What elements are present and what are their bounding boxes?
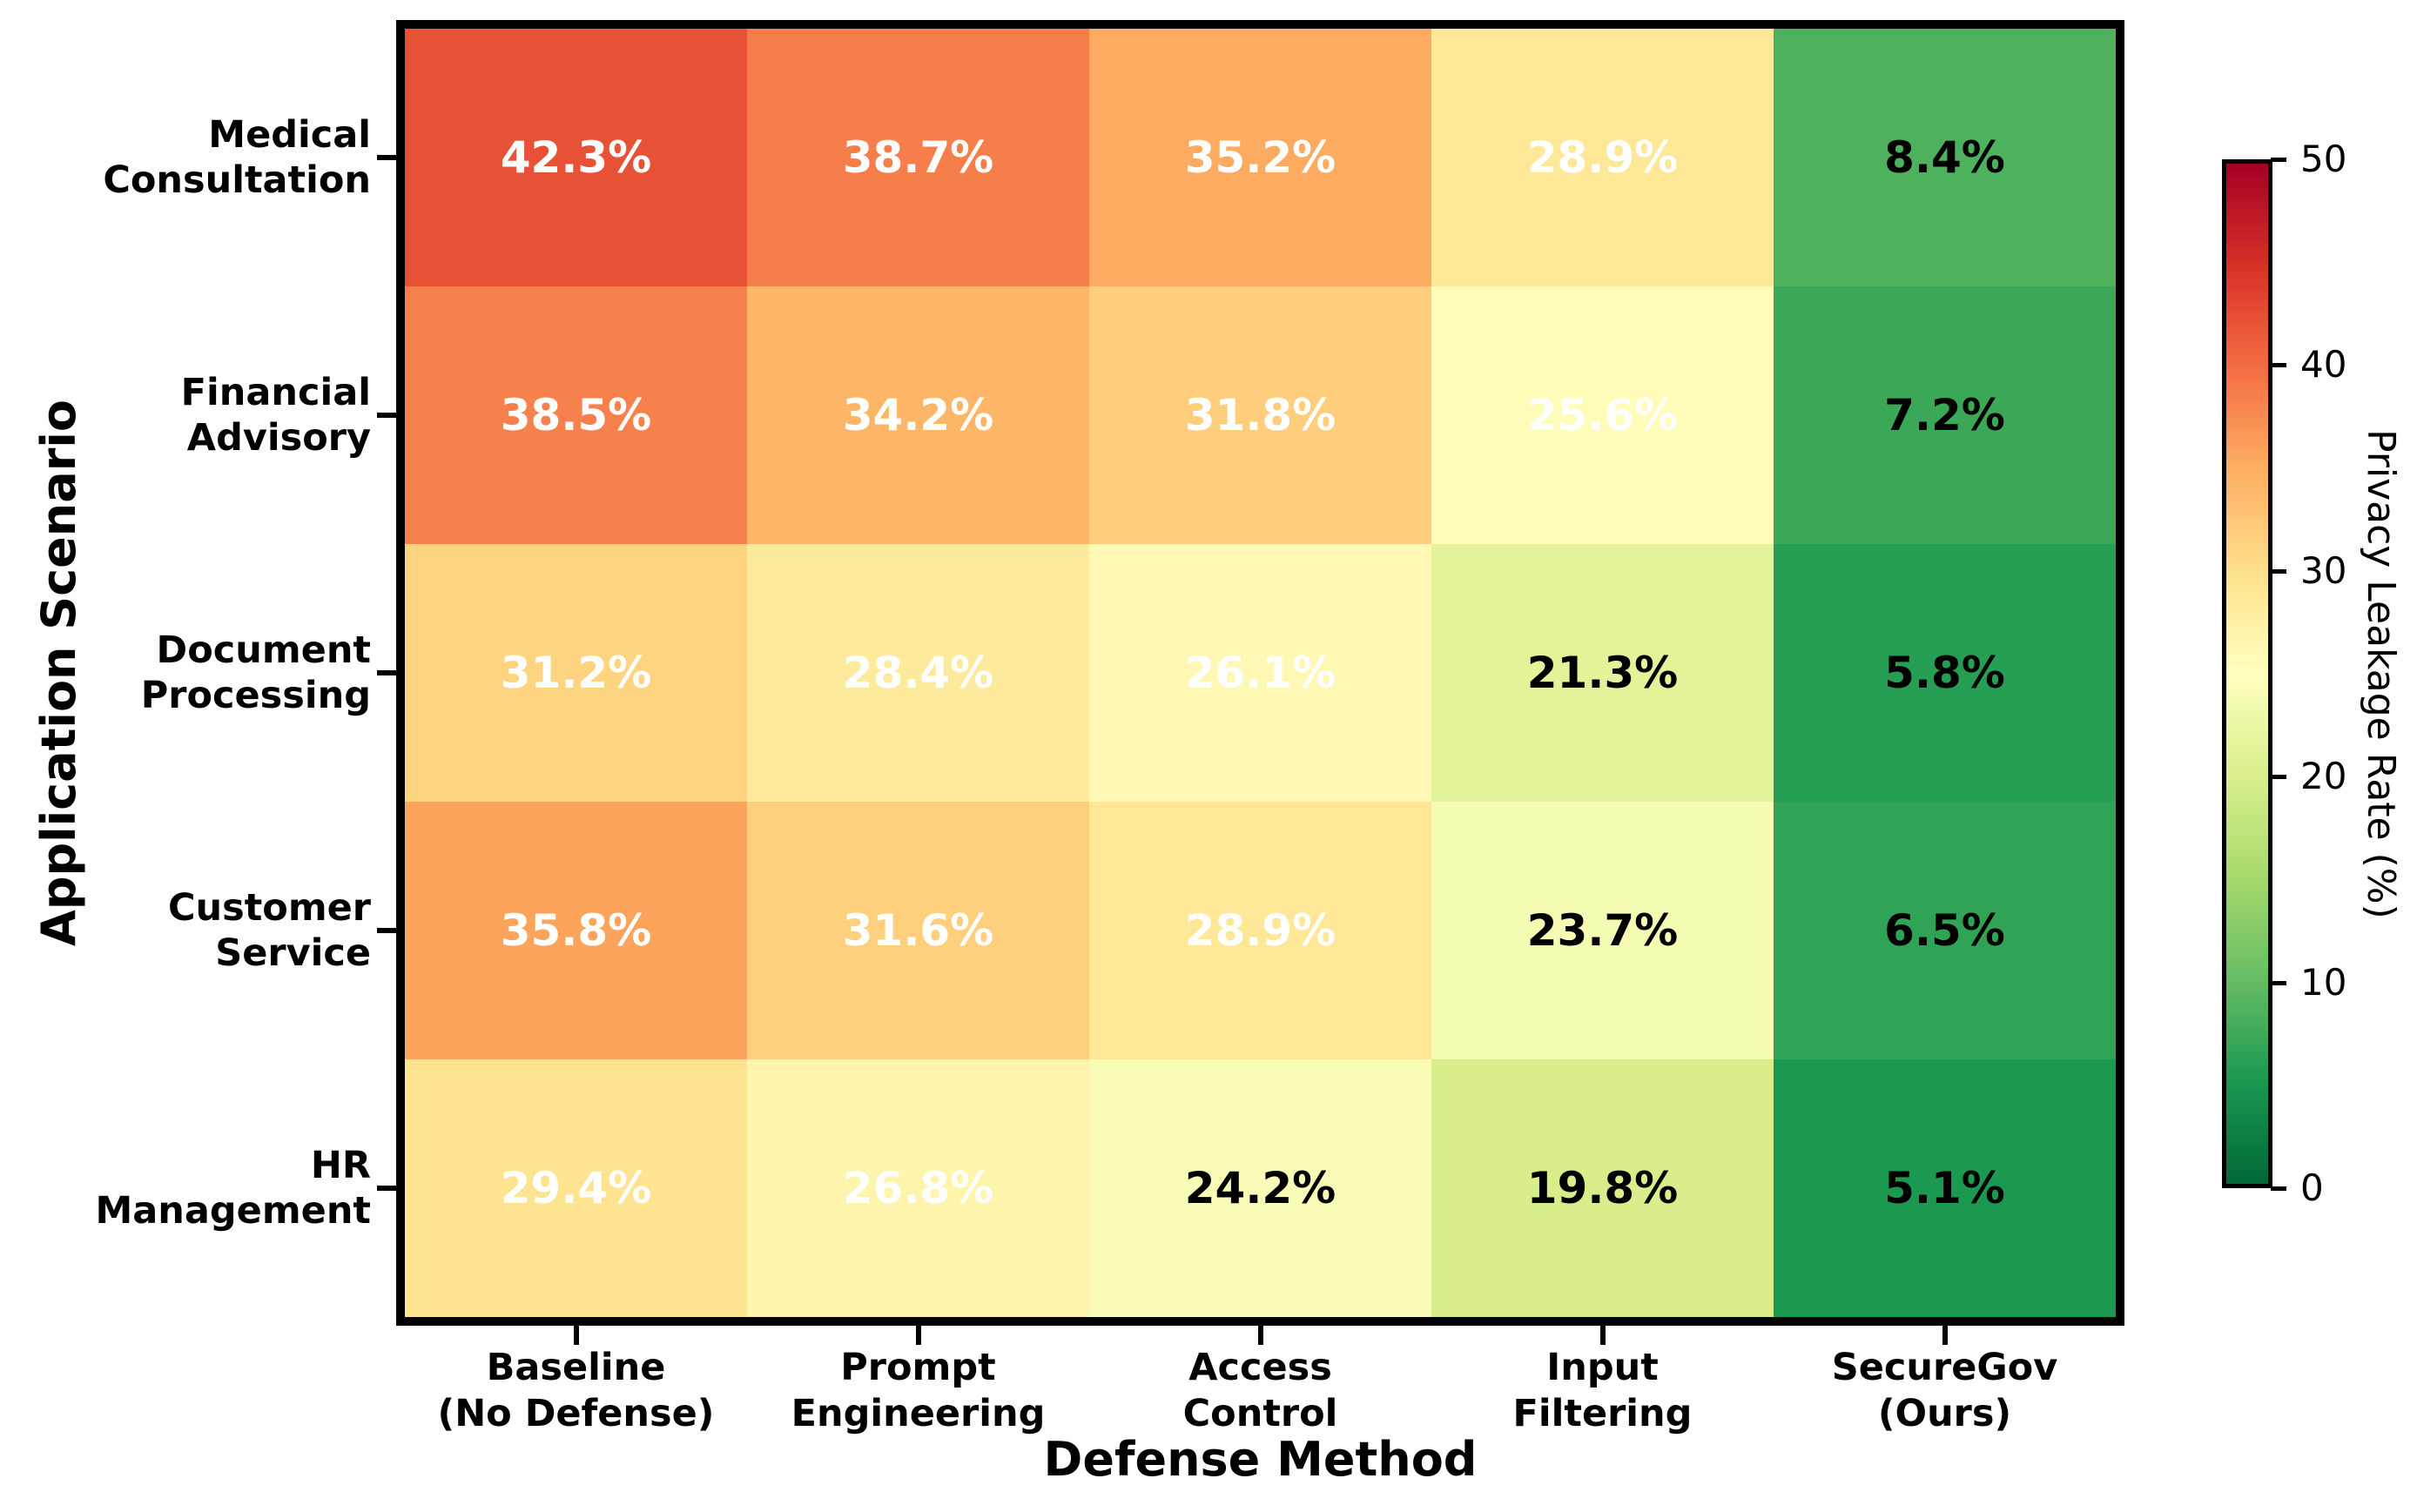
cell-value-label: 34.2% [842,390,994,440]
cell-value-label: 28.9% [1526,132,1679,183]
colorbar-tick-mark [2271,363,2286,368]
cell-value-label: 26.8% [842,1163,994,1213]
x-tick-mark [1942,1326,1948,1345]
cell-value-label: 7.2% [1884,390,2005,440]
cell-value-label: 29.4% [500,1163,652,1213]
x-tick-label: Access Control [1182,1346,1338,1435]
x-tick-label: Input Filtering [1512,1346,1693,1435]
cell-value-label: 19.8% [1526,1163,1679,1213]
colorbar-tick-mark [2271,158,2286,162]
heatmap-cell: 24.2% [1089,1059,1431,1317]
x-tick-mark [573,1326,579,1345]
cell-value-label: 24.2% [1184,1163,1336,1213]
heatmap-cell: 21.3% [1431,544,1774,802]
cell-value-label: 5.8% [1884,648,2005,698]
heatmap-cell: 26.1% [1089,544,1431,802]
y-tick-mark [377,670,396,675]
heatmap-cell: 5.8% [1774,544,2116,802]
colorbar-label: Privacy Leakage Rate (%) [2359,428,2403,919]
colorbar-tick-label: 40 [2300,343,2347,386]
cell-value-label: 42.3% [500,132,652,183]
heatmap-cell: 28.9% [1431,29,1774,286]
cell-value-label: 35.8% [500,905,652,956]
colorbar [2222,159,2272,1188]
y-tick-mark [377,928,396,933]
heatmap-cell: 31.8% [1089,286,1431,544]
heatmap-cell: 42.3% [405,29,747,286]
y-tick-mark [377,1186,396,1191]
colorbar-tick-label: 50 [2300,138,2347,180]
cell-value-label: 25.6% [1526,390,1679,440]
heatmap-cell: 38.5% [405,286,747,544]
heatmap-cell: 31.2% [405,544,747,802]
x-tick-label: SecureGov (Ours) [1831,1346,2058,1435]
x-tick-label: Baseline (No Defense) [437,1346,715,1435]
cell-value-label: 26.1% [1184,648,1336,698]
colorbar-tick-mark [2271,568,2286,574]
heatmap-cell: 34.2% [747,286,1089,544]
cell-value-label: 38.7% [842,132,994,183]
x-tick-mark [1257,1326,1263,1345]
colorbar-tick-mark [2271,980,2286,985]
heatmap-cell: 28.9% [1089,802,1431,1059]
heatmap-cell: 29.4% [405,1059,747,1317]
colorbar-tick-label: 10 [2300,960,2347,1004]
y-tick-mark [377,413,396,418]
y-tick-label: Document Processing [140,628,371,717]
heatmap-cell: 6.5% [1774,802,2116,1059]
heatmap-cell: 38.7% [747,29,1089,286]
heatmap-cell: 26.8% [747,1059,1089,1317]
cell-value-label: 31.6% [842,905,994,956]
heatmap-cell: 23.7% [1431,802,1774,1059]
cell-value-label: 23.7% [1526,905,1679,956]
heatmap-cell: 7.2% [1774,286,2116,544]
heatmap-cell: 35.8% [405,802,747,1059]
x-tick-label: Prompt Engineering [791,1346,1046,1435]
cell-value-label: 31.2% [500,648,652,698]
cell-value-label: 8.4% [1884,132,2005,183]
cell-value-label: 5.1% [1884,1163,2005,1213]
x-tick-mark [915,1326,921,1345]
cell-value-label: 31.8% [1184,390,1336,440]
colorbar-tick-label: 20 [2300,755,2347,798]
y-tick-label: HR Management [95,1144,371,1233]
heatmap-cell: 8.4% [1774,29,2116,286]
colorbar-tick-label: 0 [2300,1166,2324,1209]
x-axis-title: Defense Method [1043,1432,1478,1487]
heatmap-cell: 31.6% [747,802,1089,1059]
heatmap-cell: 25.6% [1431,286,1774,544]
cell-value-label: 6.5% [1884,905,2005,956]
colorbar-tick-mark [2271,775,2286,780]
cell-value-label: 28.4% [842,648,994,698]
cell-value-label: 35.2% [1184,132,1336,183]
heatmap-cell: 5.1% [1774,1059,2116,1317]
heatmap-cell: 28.4% [747,544,1089,802]
y-tick-label: Medical Consultation [103,113,371,202]
heatmap-cell: 35.2% [1089,29,1431,286]
heatmap-cell: 19.8% [1431,1059,1774,1317]
x-tick-mark [1599,1326,1606,1345]
y-tick-label: Customer Service [167,886,371,975]
colorbar-tick-mark [2271,1186,2286,1191]
cell-value-label: 28.9% [1184,905,1336,956]
cell-value-label: 21.3% [1526,648,1679,698]
heatmap-plot: 42.3% 38.7% 35.2% 28.9% 8.4% 38.5% 34.2% 31.8% 2… [405,29,2116,1317]
cell-value-label: 38.5% [500,390,652,440]
colorbar-tick-label: 30 [2300,548,2347,592]
y-tick-label: Financial Advisory [180,371,371,460]
y-tick-mark [377,155,396,160]
